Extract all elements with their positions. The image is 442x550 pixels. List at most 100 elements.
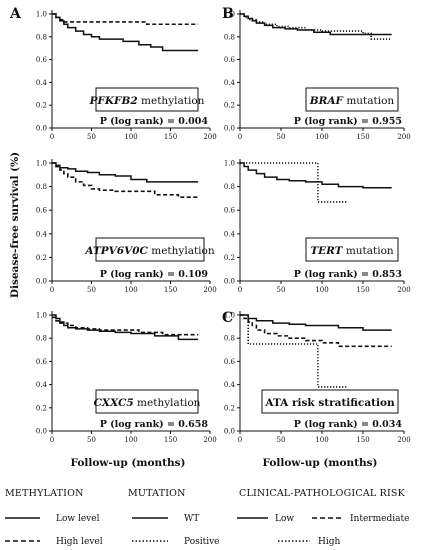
x-tick-label: 150 xyxy=(356,133,369,141)
label-box xyxy=(305,87,399,112)
legend-label-high: High xyxy=(318,537,340,547)
legend-label-positive: Positive xyxy=(184,537,220,547)
survival-curve-dotted xyxy=(240,162,347,203)
panel-label: ATPV6V0C methylation xyxy=(84,245,214,257)
panel-label-gene: TERT xyxy=(310,245,343,257)
x-tick-label: 100 xyxy=(124,133,137,141)
y-tick-label: 0.0 xyxy=(36,428,47,436)
y-tick-label: 0.4 xyxy=(224,79,236,87)
y-tick-label: 0.2 xyxy=(36,254,47,262)
x-tick-label: 50 xyxy=(277,133,286,141)
survival-curve-dotted xyxy=(240,314,347,388)
x-tick-label: 50 xyxy=(277,286,286,294)
panel-label: TERT mutation xyxy=(310,245,394,257)
panel-label-gene: ATPV6V0C xyxy=(84,245,148,257)
y-tick-label: 0.0 xyxy=(224,125,235,133)
y-tick-label: 0.6 xyxy=(36,358,48,366)
survival-curve-solid xyxy=(240,13,392,36)
panel-letter: A xyxy=(9,6,22,22)
y-tick-label: 1.0 xyxy=(224,11,235,19)
survival-curve-solid xyxy=(240,314,392,331)
panel-label-rest: methylation xyxy=(138,95,205,107)
x-tick-label: 0 xyxy=(50,133,54,141)
survival-curve-dashed xyxy=(52,13,199,26)
label-box xyxy=(95,237,205,262)
y-tick-label: 0.8 xyxy=(224,335,235,343)
x-tick-label: 0 xyxy=(238,436,242,444)
x-tick-label: 200 xyxy=(397,436,410,444)
panel-label-rest: mutation xyxy=(343,95,394,107)
legend-label-low: Low xyxy=(275,514,294,524)
y-tick-label: 1.0 xyxy=(36,160,47,168)
x-tick-label: 200 xyxy=(397,133,410,141)
x-tick-label: 150 xyxy=(164,286,177,294)
y-tick-label: 0.4 xyxy=(224,381,236,389)
y-tick-label: 0.6 xyxy=(36,56,48,64)
panel-label: PFKFB2 methylation xyxy=(89,95,205,107)
x-tick-label: 150 xyxy=(356,436,369,444)
survival-curve-solid xyxy=(52,314,199,341)
x-tick-label: 100 xyxy=(124,286,137,294)
y-tick-label: 0.2 xyxy=(36,404,47,412)
y-tick-label: 1.0 xyxy=(224,160,235,168)
x-tick-label: 0 xyxy=(50,436,54,444)
km-panel-1: 0.0 0.2 0.4 0.6 0.8 1.0 0 50 100 150 200 BRAF mutat… xyxy=(222,6,411,141)
x-tick-label: 100 xyxy=(124,436,137,444)
panel-letter: B xyxy=(222,6,234,22)
panel-label-rest: methylation xyxy=(148,245,215,257)
x-tick-label: 200 xyxy=(203,286,216,294)
y-tick-label: 0.6 xyxy=(224,56,236,64)
y-tick-label: 1.0 xyxy=(36,11,47,19)
y-tick-label: 0.8 xyxy=(36,183,47,191)
legend: METHYLATION Low level High level MUTATIO… xyxy=(5,488,409,547)
x-tick-label: 150 xyxy=(164,436,177,444)
label-box xyxy=(95,389,199,414)
y-tick-label: 1.0 xyxy=(36,312,47,320)
y-tick-label: 0.0 xyxy=(36,278,47,286)
x-tick-label: 50 xyxy=(87,286,96,294)
y-tick-label: 0.4 xyxy=(36,381,48,389)
y-tick-label: 0.8 xyxy=(36,335,47,343)
panel-label-rest: ATA risk stratification xyxy=(264,397,395,409)
x-tick-label: 200 xyxy=(397,286,410,294)
panel-label: ATA risk stratification xyxy=(264,397,395,409)
x-tick-label: 100 xyxy=(315,133,328,141)
x-tick-label: 150 xyxy=(356,286,369,294)
legend-label-low-level: Low level xyxy=(56,514,100,524)
panel-label-rest: mutation xyxy=(342,245,393,257)
y-axis-title: Disease-free survival (%) xyxy=(9,152,21,298)
y-tick-label: 0.4 xyxy=(36,230,48,238)
panel-letter: C xyxy=(222,310,233,326)
y-tick-label: 0.2 xyxy=(36,102,47,110)
panel-label-gene: PFKFB2 xyxy=(89,95,138,107)
y-tick-label: 0.6 xyxy=(224,358,236,366)
y-tick-label: 0.8 xyxy=(36,33,47,41)
km-panel-3: 0.0 0.2 0.4 0.6 0.8 1.0 0 50 100 150 200 TERT mutat… xyxy=(224,159,411,294)
y-tick-label: 0.0 xyxy=(36,125,47,133)
x-tick-label: 200 xyxy=(203,436,216,444)
x-tick-label: 100 xyxy=(315,436,328,444)
legend-label-intermediate: Intermediate xyxy=(350,514,409,524)
y-tick-label: 0.8 xyxy=(224,33,235,41)
p-value: P (log rank) = 0.004 xyxy=(100,116,209,127)
y-tick-label: 0.0 xyxy=(224,278,235,286)
x-axis-title-right: Follow-up (months) xyxy=(263,457,378,469)
panel-label: BRAF mutation xyxy=(309,95,395,107)
legend-heading-mutation: MUTATION xyxy=(128,488,186,499)
survival-curve-solid xyxy=(52,13,199,52)
legend-label-wt: WT xyxy=(184,514,199,524)
x-tick-label: 50 xyxy=(87,133,96,141)
p-value: P (log rank) = 0.034 xyxy=(294,419,403,430)
survival-curve-dashed xyxy=(52,316,199,336)
survival-curve-solid xyxy=(52,162,199,183)
x-tick-label: 0 xyxy=(50,286,54,294)
panel-label-gene: CXXC5 xyxy=(94,397,134,409)
x-tick-label: 200 xyxy=(203,133,216,141)
legend-heading-risk: CLINICAL-PATHOLOGICAL RISK xyxy=(239,488,406,499)
y-tick-label: 0.2 xyxy=(224,404,235,412)
x-tick-label: 150 xyxy=(164,133,177,141)
x-axis-title-left: Follow-up (months) xyxy=(71,457,186,469)
panel-label: CXXC5 methylation xyxy=(94,397,201,409)
x-tick-label: 0 xyxy=(238,286,242,294)
km-panel-0: 0.0 0.2 0.4 0.6 0.8 1.0 0 50 100 150 200 PFKFB2 met… xyxy=(9,6,217,141)
